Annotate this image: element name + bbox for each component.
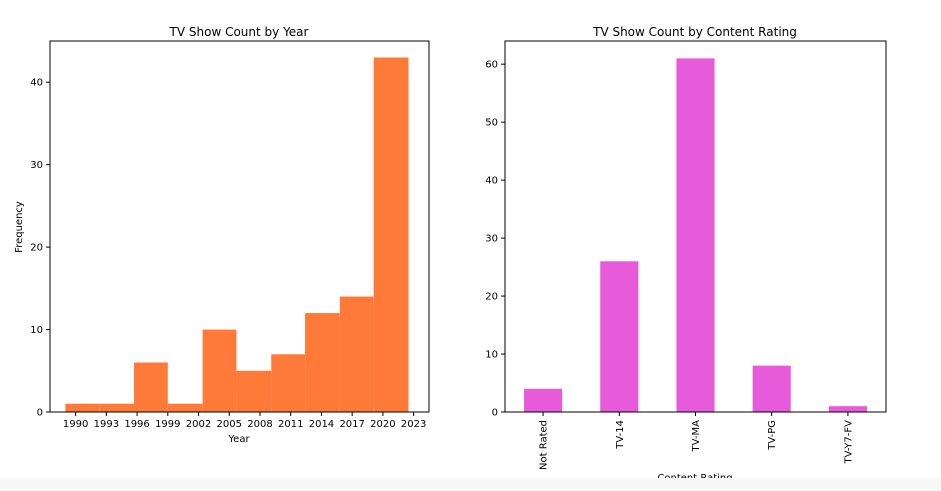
x-tick-label: Not Rated [539, 420, 550, 470]
bottom-scroll-strip [0, 478, 941, 491]
y-tick-label: 10 [485, 350, 498, 361]
y-tick-label: 30 [485, 234, 498, 245]
y-tick-label: 60 [485, 60, 498, 71]
histogram-bar [133, 362, 168, 412]
x-ticks: 1990 1993 1996 1999 2002 2005 2008 2011 2014 2017… [63, 412, 426, 430]
histogram-bar [305, 313, 340, 412]
x-tick-label: 2023 [401, 419, 426, 430]
axes-frame [49, 40, 430, 413]
x-tick-label: 2017 [339, 419, 364, 430]
y-axis-label: Frequency [14, 201, 25, 253]
x-tick-label: 2020 [370, 419, 395, 430]
x-tick-label: 1990 [63, 419, 88, 430]
category-bar [600, 261, 639, 412]
y-tick-label: 0 [492, 408, 498, 419]
x-tick-label: 2002 [186, 419, 211, 430]
histogram-bar [236, 370, 272, 412]
y-tick-label: 20 [30, 243, 43, 254]
x-tick-label: 1993 [94, 419, 119, 430]
histogram-bar [271, 354, 306, 412]
histogram-bar [99, 403, 134, 412]
y-tick-label: 50 [485, 118, 498, 129]
chart-title: TV Show Count by Content Rating [592, 25, 797, 39]
y-ticks: 0 10 20 30 40 [30, 78, 50, 419]
bars-group [65, 57, 409, 412]
histogram-bar [65, 403, 100, 412]
x-tick-label: 2014 [309, 419, 334, 430]
x-tick-label: TV-14 [615, 420, 626, 450]
y-tick-label: 20 [485, 292, 498, 303]
y-tick-label: 40 [485, 176, 498, 187]
x-tick-label: 2011 [278, 419, 303, 430]
x-axis-label: Year [227, 434, 250, 445]
y-tick-label: 40 [30, 78, 43, 89]
x-tick-label: TV-Y7-FV [843, 420, 854, 465]
histogram-bar [373, 57, 409, 412]
x-tick-label: 1996 [124, 419, 149, 430]
x-tick-label: 2008 [247, 419, 272, 430]
x-ticks: Not Rated TV-14 TV-MA TV-PG TV-Y7-FV [539, 412, 854, 470]
y-tick-label: 0 [37, 408, 43, 419]
x-tick-label: TV-MA [691, 420, 702, 453]
chart-title: TV Show Count by Year [169, 25, 309, 39]
category-bar [524, 388, 563, 412]
y-ticks: 0 10 20 30 40 50 60 [485, 60, 505, 419]
x-tick-label: 1999 [155, 419, 180, 430]
x-tick-label: 2005 [217, 419, 242, 430]
category-bar [828, 406, 867, 412]
y-tick-label: 30 [30, 160, 43, 171]
x-tick-label: TV-PG [767, 420, 778, 451]
histogram-bar [167, 403, 203, 412]
histogram-bar [339, 296, 374, 412]
bars-group [524, 58, 867, 412]
category-bar [676, 58, 715, 412]
category-bar [752, 365, 791, 412]
y-tick-label: 10 [30, 325, 43, 336]
histogram-bar [202, 329, 237, 412]
content-rating-chart: TV Show Count by Content Rating Not Rate… [485, 25, 887, 484]
year-histogram-chart: TV Show Count by Year 1990 1993 1996 1999 20… [14, 25, 430, 445]
